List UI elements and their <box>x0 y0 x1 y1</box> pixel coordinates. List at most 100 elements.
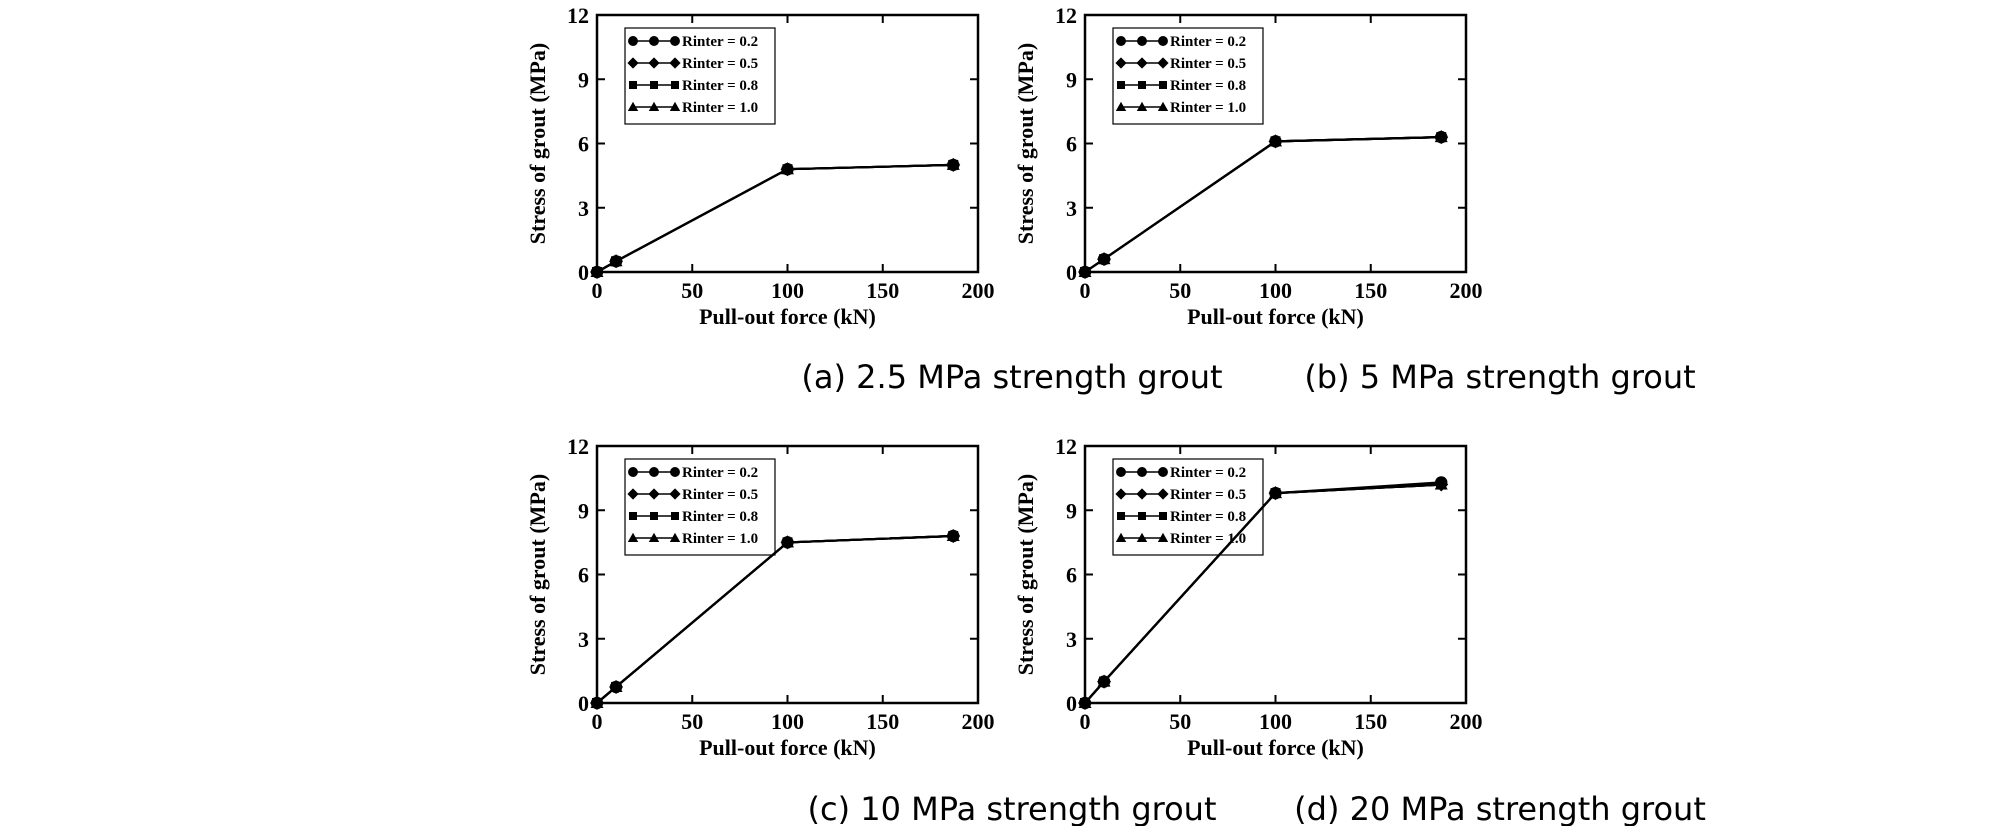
x-tick-label: 0 <box>1080 278 1091 303</box>
legend-entry: Rinter = 0.8 <box>682 509 758 525</box>
x-axis-title: Pull-out force (kN) <box>1187 304 1364 329</box>
y-tick-label: 12 <box>567 434 589 459</box>
legend-marker <box>1115 532 1127 542</box>
data-point <box>590 265 604 277</box>
x-tick-label: 100 <box>1259 709 1292 734</box>
legend-marker <box>1137 467 1147 477</box>
chart-panel-d: 0 50 100 150 200 0 3 6 9 12 Pull-out force (kN) Str… <box>1013 434 1706 826</box>
y-axis-title: Stress of grout (MPa) <box>525 474 550 675</box>
x-tick-label: 200 <box>962 709 995 734</box>
y-tick-label: 6 <box>1066 132 1077 157</box>
x-tick-label: 50 <box>681 278 703 303</box>
y-tick-label: 6 <box>578 563 589 588</box>
legend-marker <box>648 532 660 542</box>
legend: Rinter = 0.2 Rinter = 0.5 Rinter = 0.8 Rint… <box>1112 458 1264 556</box>
x-tick-label: 150 <box>866 709 899 734</box>
legend-box <box>624 27 776 125</box>
y-tick-label: 0 <box>578 691 589 716</box>
legend-marker <box>1136 101 1148 111</box>
legend-marker <box>669 57 681 69</box>
data-point <box>781 162 794 175</box>
data-point <box>609 680 623 692</box>
legend-marker <box>649 467 659 477</box>
series-line <box>1084 136 1442 273</box>
series-line <box>596 534 954 704</box>
x-tick-label: 50 <box>1169 278 1191 303</box>
panel-caption: (d) 20 MPa strength grout <box>1294 790 1706 826</box>
chart-panel-b: 0 50 100 150 200 0 3 6 9 12 Pull-out force (kN) Str… <box>1013 3 1696 396</box>
legend-marker <box>650 81 658 89</box>
legend-marker <box>1159 81 1167 89</box>
x-tick-label: 0 <box>592 709 603 734</box>
legend-marker <box>1136 532 1148 542</box>
legend-marker <box>1117 512 1125 520</box>
series-line <box>596 534 954 704</box>
legend-marker <box>629 81 637 89</box>
data-point <box>1078 696 1092 708</box>
x-axis-title: Pull-out force (kN) <box>699 304 876 329</box>
legend-marker <box>1157 57 1169 69</box>
y-tick-label: 3 <box>578 627 589 652</box>
x-tick-label: 0 <box>592 278 603 303</box>
y-tick-label: 9 <box>578 67 589 92</box>
data-point <box>609 254 623 267</box>
legend: Rinter = 0.2 Rinter = 0.5 Rinter = 0.8 Rint… <box>1112 27 1264 125</box>
legend-marker <box>669 532 681 542</box>
x-tick-label: 200 <box>962 278 995 303</box>
y-tick-label: 12 <box>1055 3 1077 28</box>
legend-entry: Rinter = 0.5 <box>1170 56 1246 72</box>
legend-marker <box>669 101 681 111</box>
legend-marker <box>628 467 638 477</box>
legend-marker <box>1159 512 1167 520</box>
legend-marker <box>1158 467 1168 477</box>
series-line <box>1084 136 1442 273</box>
series-line <box>596 163 954 273</box>
legend-box <box>1112 458 1264 556</box>
x-tick-label: 150 <box>1354 278 1387 303</box>
data-point <box>1434 478 1448 490</box>
legend-box <box>624 458 776 556</box>
x-tick-label: 200 <box>1450 709 1483 734</box>
data-point <box>1097 252 1111 265</box>
legend-marker <box>1157 532 1169 542</box>
y-tick-label: 6 <box>578 132 589 157</box>
y-tick-label: 9 <box>1066 67 1077 92</box>
series-line <box>596 163 954 273</box>
series-line <box>596 163 954 273</box>
y-tick-label: 12 <box>567 3 589 28</box>
legend-marker <box>1115 57 1127 69</box>
x-tick-label: 50 <box>681 709 703 734</box>
legend-marker <box>1137 36 1147 46</box>
legend-marker <box>669 488 681 500</box>
legend-marker <box>1157 101 1169 111</box>
legend-marker <box>671 512 679 520</box>
x-tick-label: 200 <box>1450 278 1483 303</box>
legend-marker <box>649 36 659 46</box>
y-tick-label: 6 <box>1066 563 1077 588</box>
legend-marker <box>1116 467 1126 477</box>
y-tick-label: 12 <box>1055 434 1077 459</box>
legend-marker <box>1115 101 1127 111</box>
legend-entry: Rinter = 0.2 <box>1170 465 1246 481</box>
legend-marker <box>1158 36 1168 46</box>
legend-marker <box>648 57 660 69</box>
legend-box <box>1112 27 1264 125</box>
legend-marker <box>628 36 638 46</box>
legend-marker <box>670 36 680 46</box>
x-tick-label: 150 <box>866 278 899 303</box>
legend-entry: Rinter = 1.0 <box>1170 531 1246 547</box>
data-point <box>1269 134 1282 147</box>
x-axis-title: Pull-out force (kN) <box>699 735 876 760</box>
y-axis-title: Stress of grout (MPa) <box>525 43 550 244</box>
data-point <box>1269 486 1282 499</box>
y-tick-label: 3 <box>578 196 589 221</box>
series-line <box>596 534 954 704</box>
x-tick-label: 100 <box>771 278 804 303</box>
legend-marker <box>1138 81 1146 89</box>
legend-marker <box>648 101 660 111</box>
data-point <box>781 535 794 548</box>
x-tick-label: 100 <box>1259 278 1292 303</box>
panel-caption: (a) 2.5 MPa strength grout <box>801 358 1222 396</box>
legend: Rinter = 0.2 Rinter = 0.5 Rinter = 0.8 Rint… <box>624 27 776 125</box>
y-tick-label: 0 <box>1066 691 1077 716</box>
